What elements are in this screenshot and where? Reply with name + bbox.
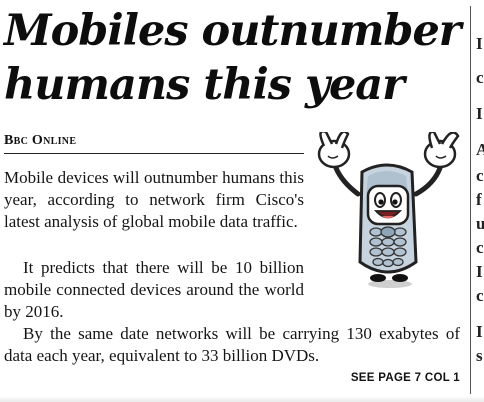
paragraph-3: By the same date networks will be carryi… [4, 324, 460, 365]
paragraph-1: Mobile devices will outnumber humans thi… [4, 168, 304, 231]
continuation-note: SEE PAGE 7 COL 1 [350, 372, 460, 384]
adjacent-column-fragment: I c I A c f u c I c I s [476, 34, 484, 365]
cartoon-mobile-phone-icon [312, 130, 462, 292]
byline: Bbc Online [4, 133, 304, 154]
page-edge [0, 396, 484, 402]
headline: Mobiles outnumber humans this year [4, 6, 461, 110]
column-divider [470, 6, 471, 394]
paragraph-2: It predicts that there will be 10 billio… [4, 258, 304, 321]
